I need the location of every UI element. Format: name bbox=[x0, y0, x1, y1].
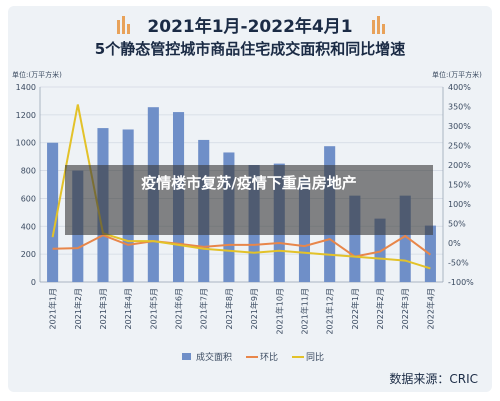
headline-text: 疫情楼市复苏/疫情下重启房地产 bbox=[141, 174, 357, 192]
x-tick-label: 2022年3月 bbox=[400, 288, 410, 329]
y-right-tick-label: 150% bbox=[448, 181, 471, 190]
y-right-tick-label: 350% bbox=[448, 103, 471, 112]
chart-subtitle: 5个静态管控城市商品住宅成交面积和同比增速 bbox=[94, 40, 406, 58]
x-tick-label: 2021年10月 bbox=[274, 288, 284, 335]
y-right-tick-label: 50% bbox=[448, 220, 466, 229]
x-tick-label: 2021年4月 bbox=[123, 288, 133, 329]
x-tick-label: 2021年7月 bbox=[199, 288, 209, 329]
y-left-tick-label: 800 bbox=[21, 167, 36, 176]
y-right-tick-label: 200% bbox=[448, 161, 471, 170]
y-right-tick-label: -100% bbox=[448, 278, 474, 287]
bar bbox=[374, 218, 386, 282]
y-right-tick-label: 400% bbox=[448, 83, 471, 92]
legend-label: 成交面积 bbox=[196, 351, 232, 363]
bar bbox=[47, 142, 59, 282]
x-tick-label: 2021年11月 bbox=[299, 288, 309, 335]
y-left-tick-label: 1200 bbox=[16, 111, 36, 120]
x-tick-label: 2021年5月 bbox=[148, 288, 158, 329]
right-axis-unit: 单位:(万平方米) bbox=[432, 71, 482, 79]
title-deco-right bbox=[372, 20, 375, 34]
title-deco-left bbox=[122, 16, 125, 34]
legend-label: 同比 bbox=[306, 351, 324, 363]
y-left-tick-label: 1000 bbox=[16, 139, 36, 148]
y-right-tick-label: 0% bbox=[448, 239, 461, 248]
title-deco-left bbox=[117, 20, 120, 34]
x-tick-label: 2021年8月 bbox=[224, 288, 234, 329]
x-tick-label: 2021年3月 bbox=[98, 288, 108, 329]
y-left-tick-label: 1400 bbox=[16, 83, 36, 92]
bar bbox=[349, 195, 361, 282]
chart-title: 2021年1月-2022年4月1 bbox=[147, 17, 353, 37]
x-tick-label: 2021年1月 bbox=[48, 288, 58, 329]
bar bbox=[399, 195, 411, 282]
y-right-tick-label: -50% bbox=[448, 259, 469, 268]
y-right-tick-label: 100% bbox=[448, 200, 471, 209]
series-line-yoy bbox=[51, 104, 431, 270]
y-right-tick-label: 250% bbox=[448, 142, 471, 151]
x-tick-label: 2021年9月 bbox=[249, 288, 259, 329]
y-right-tick-label: 300% bbox=[448, 122, 471, 131]
title-deco-left bbox=[127, 24, 130, 34]
y-left-tick-label: 400 bbox=[21, 222, 36, 231]
title-deco-right bbox=[382, 24, 385, 34]
title-deco-right bbox=[377, 16, 380, 34]
y-left-tick-label: 0 bbox=[31, 278, 36, 287]
headline-overlay: 疫情楼市复苏/疫情下重启房地产 bbox=[65, 165, 433, 235]
data-source: 数据来源：CRIC bbox=[389, 372, 478, 386]
x-tick-label: 2021年12月 bbox=[325, 288, 335, 335]
x-tick-label: 2022年4月 bbox=[425, 288, 435, 329]
x-tick-label: 2022年2月 bbox=[375, 288, 385, 329]
left-axis-unit: 单位:(万平方米) bbox=[12, 71, 62, 79]
x-tick-label: 2021年2月 bbox=[73, 288, 83, 329]
x-tick-label: 2021年6月 bbox=[174, 288, 184, 329]
y-left-tick-label: 600 bbox=[21, 194, 36, 203]
legend-swatch-bar bbox=[182, 353, 191, 360]
y-left-tick-label: 200 bbox=[21, 250, 36, 259]
x-tick-label: 2022年1月 bbox=[350, 288, 360, 329]
legend-label: 环比 bbox=[260, 351, 278, 363]
series-line-mom bbox=[52, 234, 431, 258]
